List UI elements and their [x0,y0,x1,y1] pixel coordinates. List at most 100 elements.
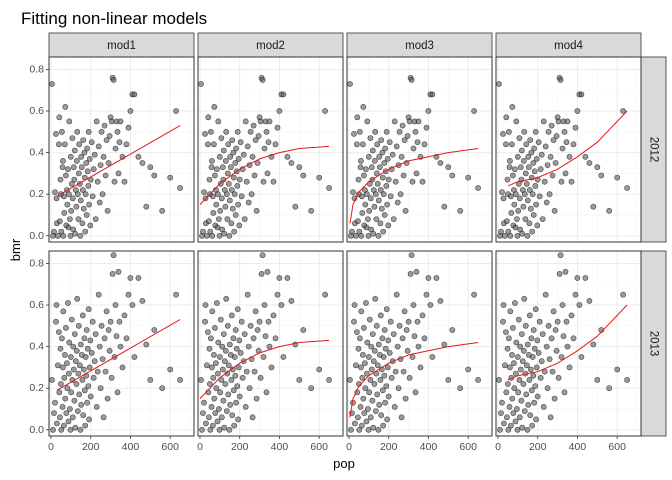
data-point [471,291,477,298]
data-point [236,393,243,400]
data-point [231,228,238,235]
data-point [102,368,109,375]
data-point [506,403,513,410]
data-point [73,381,80,387]
data-point [216,354,223,360]
data-point [354,114,361,121]
data-point [533,416,539,423]
data-point [76,362,83,369]
data-point [117,118,124,125]
data-point [411,333,418,340]
data-point [364,118,371,125]
data-point [512,300,518,306]
data-point [255,133,262,139]
data-point [594,164,601,171]
data-point [135,153,142,160]
data-point [211,104,218,110]
data-point [67,406,73,412]
data-point [254,327,261,333]
data-point [357,157,364,164]
data-point [352,362,359,369]
data-point [543,199,550,206]
data-point [85,128,92,135]
data-point [539,331,546,337]
data-point [257,118,264,125]
data-point [373,216,380,222]
data-point [80,366,87,373]
data-point [520,381,527,387]
y-tick-label: 0.2 [29,188,44,200]
data-point [243,368,250,375]
data-point [387,318,394,325]
data-point [503,114,510,121]
data-point [376,164,383,171]
data-point [116,139,123,146]
data-point [564,118,571,125]
data-point [288,160,295,166]
x-tick-label: 0 [346,441,352,453]
data-point [211,395,218,402]
data-point [367,195,374,202]
data-point [364,339,371,346]
data-point [223,295,230,302]
panel-border [346,56,493,243]
data-point [561,389,568,396]
data-point [265,139,272,146]
data-point [519,424,526,431]
data-point [205,414,212,421]
data-point [66,191,72,198]
data-point [351,420,358,427]
data-point [388,374,395,381]
data-point [272,141,279,148]
y-tick-label: 0.0 [29,230,44,242]
data-point [520,157,527,164]
data-point [73,203,80,210]
data-point [230,387,237,394]
data-point [229,366,236,373]
data-point [522,216,529,222]
data-point [381,160,388,166]
data-point [381,212,388,218]
data-point [566,364,573,371]
data-point [208,403,215,410]
data-point [276,108,283,114]
data-point [353,141,360,148]
data-point [394,199,401,206]
data-point [234,383,241,389]
data-point [260,354,267,360]
data-point [503,414,510,421]
data-point [74,408,81,414]
data-point [236,176,243,183]
data-point [398,153,405,160]
data-point [533,155,540,162]
data-point [296,376,303,383]
data-point [517,164,524,171]
data-point [79,220,86,227]
x-tick-label: 400 [569,441,587,453]
data-point [111,178,118,185]
panel-mod3-2012 [346,56,493,243]
data-point [380,354,387,360]
data-point [123,141,130,148]
data-point [72,424,79,431]
data-point [67,354,74,360]
data-point [523,391,530,398]
data-point [532,306,539,313]
data-point [526,312,533,319]
data-point [73,157,80,164]
data-point [415,118,422,125]
data-point [203,362,210,369]
data-point [64,201,71,208]
data-point [57,345,64,352]
data-point [574,275,581,281]
data-point [371,203,378,210]
data-point [95,143,102,150]
data-point [390,216,397,222]
data-point [578,91,585,98]
data-point [115,268,122,275]
data-point [108,118,115,125]
data-point [397,191,404,198]
data-point [402,395,409,402]
data-point [127,108,134,114]
data-point [392,368,399,375]
